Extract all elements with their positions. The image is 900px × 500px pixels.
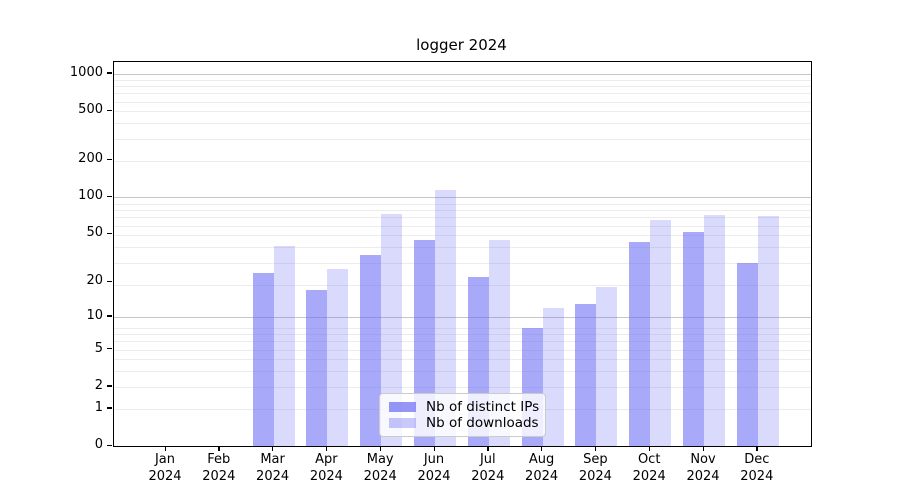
x-tick-label-oct: Oct 2024 [632,452,666,484]
x-tick-nov [702,446,704,452]
gridline-minor [114,210,811,212]
bar-downloads-nov [704,214,725,446]
legend-item-downloads: Nb of downloads [389,415,539,431]
gridline-major-100 [114,197,811,199]
gridline-minor [114,349,811,351]
y-tick-label-200: 200 [78,151,103,167]
bar-downloads-aug [542,307,564,446]
gridline-minor [114,334,811,336]
legend: Nb of distinct IPs Nb of downloads [379,393,546,437]
x-tick-apr [325,446,328,452]
y-tick-1000 [107,72,112,74]
x-tick-label-may: May 2024 [363,452,397,484]
y-tick-label-10: 10 [86,307,103,323]
gridline-minor [114,327,811,329]
gridline-minor [114,247,811,249]
x-tick-dec [756,446,758,452]
gridline-minor [114,371,811,373]
x-tick-label-dec: Dec 2024 [740,452,774,484]
y-tick-100 [107,195,112,198]
gridline-minor [114,160,811,162]
gridline-minor [114,359,811,361]
gridline-minor [114,217,811,219]
y-tick-10 [107,315,112,317]
y-tick-label-1: 1 [94,399,103,415]
x-tick-label-mar: Mar 2024 [256,452,290,484]
gridline-minor [114,86,811,88]
bar-ips-may [360,254,382,446]
gridline-minor [114,111,811,113]
y-tick-label-0: 0 [94,437,103,452]
x-tick-label-sep: Sep 2024 [578,452,612,484]
gridline-minor [114,284,811,286]
y-tick-label-50: 50 [86,225,103,241]
x-tick-jun [433,446,435,452]
gridline-minor [114,203,811,205]
y-tick-label-1000: 1000 [69,64,103,80]
x-tick-sep [594,446,597,452]
bar-downloads-may [381,213,403,446]
legend-label-downloads: Nb of downloads [426,415,539,431]
y-tick-1 [107,407,112,409]
gridline-minor [114,79,811,81]
x-tick-may [379,446,382,452]
legend-swatch-downloads [389,418,416,428]
x-tick-feb [218,446,220,452]
bar-ips-nov [683,232,704,446]
y-tick-5 [107,348,112,350]
x-tick-label-jul: Jul 2024 [471,452,505,484]
y-tick-label-5: 5 [94,340,103,356]
bar-ips-dec [736,262,758,446]
gridline-minor [114,341,811,343]
bar-ips-mar [252,272,274,446]
x-tick-label-nov: Nov 2024 [686,452,720,484]
bar-downloads-jun [435,190,456,446]
legend-item-distinct-ips: Nb of distinct IPs [389,399,540,415]
gridline-minor [114,93,811,95]
x-tick-jan [164,446,166,452]
x-tick-label-feb: Feb 2024 [202,452,236,484]
y-tick-50 [107,232,112,235]
x-tick-label-aug: Aug 2024 [525,452,559,484]
y-tick-label-500: 500 [78,102,103,118]
y-tick-label-2: 2 [94,377,103,393]
gridline-minor [114,101,811,103]
bar-ips-oct [629,242,651,446]
gridline-minor [114,386,811,388]
y-tick-label-20: 20 [86,273,103,289]
bar-downloads-sep [596,287,618,446]
x-tick-oct [648,446,651,452]
gridline-minor [114,123,811,125]
y-tick-500 [107,109,112,112]
x-tick-label-apr: Apr 2024 [309,452,343,484]
x-tick-label-jan: Jan 2024 [148,452,182,484]
bar-ips-apr [306,290,328,446]
plot-area: Nb of distinct IPs Nb of downloads [113,61,812,447]
legend-swatch-distinct-ips [389,402,416,412]
gridline-minor [114,262,811,264]
y-tick-0 [107,444,112,446]
y-tick-label-100: 100 [78,188,103,204]
x-tick-aug [541,446,543,452]
bar-downloads-dec [757,215,779,446]
gridline-major-10 [114,316,811,318]
gridline-minor [114,138,811,140]
x-tick-mar [272,446,274,452]
gridline-minor [114,225,811,227]
gridline-major-1000 [114,73,811,75]
gridline-minor [114,235,811,237]
chart-title: logger 2024 [416,36,507,54]
bar-ips-sep [575,303,597,446]
y-tick-20 [107,280,112,282]
bar-downloads-mar [273,246,295,446]
y-tick-200 [107,158,112,161]
bar-downloads-oct [650,220,672,446]
x-tick-jul [487,446,489,452]
legend-label-distinct-ips: Nb of distinct IPs [426,399,540,415]
x-tick-label-jun: Jun 2024 [417,452,451,484]
bar-downloads-apr [327,268,349,446]
y-tick-2 [107,385,112,387]
